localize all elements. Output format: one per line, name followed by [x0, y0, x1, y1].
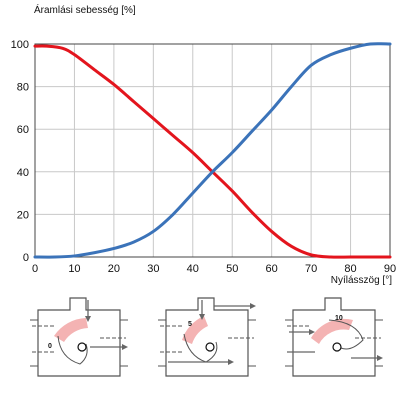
x-tick-label: 0 [32, 263, 38, 275]
valve-diagram-0: 0 [30, 297, 128, 377]
y-tick-labels: 0 20 40 60 80 100 [11, 39, 29, 264]
plot-area: 0 20 40 60 80 100 0 10 20 30 40 50 60 70 80 90 [11, 39, 396, 275]
x-tick-label: 20 [108, 263, 120, 275]
x-tick-label: 50 [226, 263, 238, 275]
disc-label-0: 0 [48, 343, 52, 350]
y-tick-label: 60 [17, 124, 29, 136]
valve-diagram-2: 10 [285, 297, 383, 377]
x-tick-label: 90 [384, 263, 396, 275]
y-tick-label: 20 [17, 209, 29, 221]
y-tick-label: 100 [11, 39, 29, 51]
x-tick-label: 70 [305, 263, 317, 275]
y-tick-label: 0 [23, 252, 29, 264]
series-line-0 [33, 44, 392, 259]
x-tick-label: 80 [344, 263, 356, 275]
x-tick-labels: 0 10 20 30 40 50 60 70 80 90 [32, 263, 396, 275]
y-axis-label: Áramlási sebesség [%] [34, 3, 136, 16]
x-tick-label: 40 [187, 263, 199, 275]
x-tick-label: 10 [68, 263, 80, 275]
series-line-1 [33, 42, 392, 259]
y-tick-label: 80 [17, 82, 29, 94]
series-lines [33, 42, 392, 259]
x-axis-label: Nyílásszög [°] [331, 275, 392, 286]
grid-lines [34, 43, 391, 258]
disc-label-2: 10 [335, 315, 343, 322]
disc-label-1: 5 [188, 321, 192, 328]
x-tick-label: 30 [147, 263, 159, 275]
x-tick-label: 60 [266, 263, 278, 275]
y-tick-label: 40 [17, 167, 29, 179]
plot-frame [34, 43, 391, 258]
valve-diagram-1: 5 [158, 297, 256, 377]
